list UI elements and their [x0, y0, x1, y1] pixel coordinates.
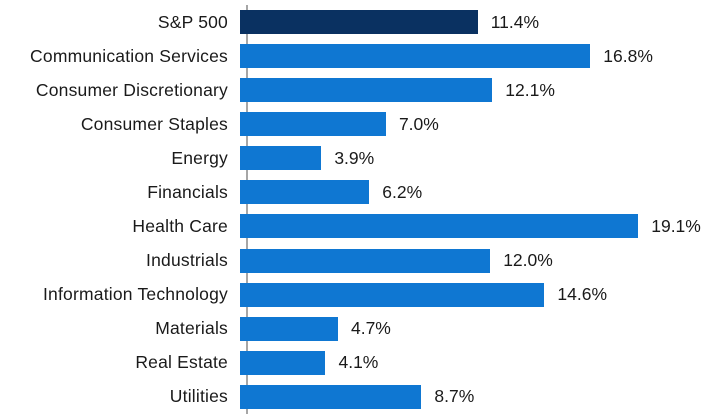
- value-label: 12.1%: [505, 79, 555, 100]
- category-label: Materials: [155, 318, 228, 339]
- category-label: Information Technology: [42, 284, 228, 305]
- bar: [240, 10, 478, 34]
- value-label: 8.7%: [434, 386, 475, 407]
- bar: [240, 180, 370, 205]
- category-label: Utilities: [169, 386, 228, 407]
- value-label: 6.2%: [382, 181, 423, 202]
- chart-row: Information Technology 14.6%: [0, 278, 718, 312]
- bar: [240, 112, 386, 137]
- bar-area: 3.9%: [238, 141, 718, 175]
- bar-area: 16.8%: [238, 39, 718, 73]
- category-label: Consumer Staples: [80, 113, 228, 134]
- value-label: 3.9%: [334, 147, 375, 168]
- bar-area: 6.2%: [238, 175, 718, 209]
- chart-row: Energy 3.9%: [0, 141, 718, 175]
- value-label: 11.4%: [490, 11, 540, 32]
- chart-row: Utilities 8.7%: [0, 380, 718, 414]
- value-label: 19.1%: [651, 215, 701, 236]
- value-label: 16.8%: [603, 45, 653, 66]
- value-label: 12.0%: [503, 250, 553, 271]
- category-axis-line: [246, 5, 248, 414]
- chart-row: Industrials 12.0%: [0, 244, 718, 278]
- category-label: Industrials: [146, 250, 228, 271]
- chart-row: S&P 500 11.4%: [0, 5, 718, 39]
- value-label: 4.1%: [338, 352, 379, 373]
- bar-area: 4.7%: [238, 312, 718, 346]
- bar: [240, 44, 591, 69]
- chart-row: Materials 4.7%: [0, 312, 718, 346]
- bar-area: 7.0%: [238, 107, 718, 141]
- bar: [240, 384, 422, 409]
- chart-row: Real Estate 4.1%: [0, 346, 718, 380]
- bar-area: 12.0%: [238, 244, 718, 278]
- bar-area: 19.1%: [238, 209, 718, 243]
- chart-row: Communication Services 16.8%: [0, 39, 718, 73]
- value-label: 14.6%: [557, 284, 608, 305]
- category-label: Communication Services: [30, 45, 228, 66]
- chart-row: Consumer Discretionary 12.1%: [0, 73, 718, 107]
- chart-rows: S&P 500 11.4% Communication Services 16.…: [0, 5, 718, 414]
- value-label: 7.0%: [398, 113, 439, 134]
- chart-row: Financials 6.2%: [0, 175, 718, 209]
- bar: [240, 146, 322, 171]
- bar: [240, 282, 545, 307]
- bar: [240, 214, 639, 239]
- bar: [240, 78, 493, 103]
- category-label: Energy: [171, 147, 228, 168]
- category-label: Financials: [147, 181, 228, 202]
- bar: [240, 248, 491, 273]
- bar: [240, 350, 326, 375]
- bar-area: 8.7%: [238, 380, 718, 414]
- category-label: Health Care: [132, 215, 228, 236]
- bar-area: 12.1%: [238, 73, 718, 107]
- bar-area: 14.6%: [238, 278, 718, 312]
- value-label: 4.7%: [350, 318, 391, 339]
- chart-row: Health Care 19.1%: [0, 209, 718, 243]
- chart-row: Consumer Staples 7.0%: [0, 107, 718, 141]
- bar-area: 11.4%: [238, 5, 718, 39]
- category-label: Real Estate: [135, 352, 228, 373]
- category-label: Consumer Discretionary: [35, 79, 228, 100]
- bar: [240, 316, 338, 341]
- category-label: S&P 500: [157, 11, 228, 32]
- bar-area: 4.1%: [238, 346, 718, 380]
